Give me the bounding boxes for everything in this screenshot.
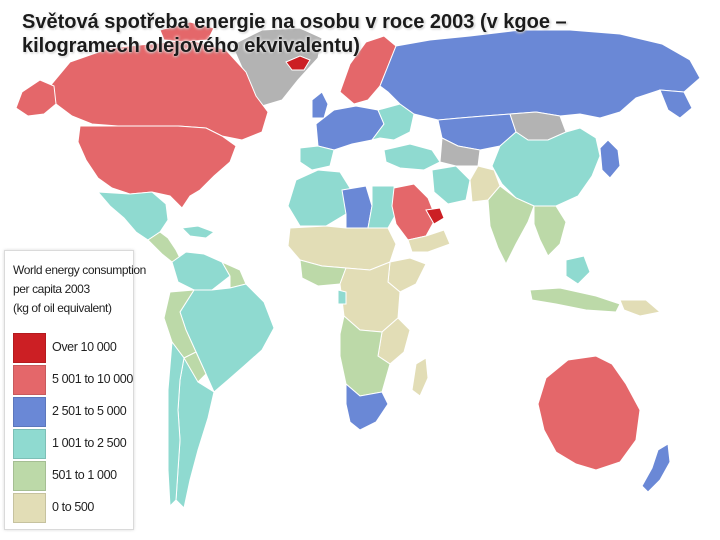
slide-title: Světová spotřeba energie na osobu v roce… — [22, 10, 702, 58]
region-northwest-africa — [287, 169, 351, 227]
legend-label: 2 501 to 5 000 — [52, 404, 127, 418]
slide-title-line-2: kilogramech olejového ekvivalentu) — [22, 35, 360, 57]
region-borneo — [565, 255, 591, 285]
region-southeast-asia — [533, 205, 567, 257]
region-central-america — [147, 231, 183, 263]
region-india — [487, 185, 535, 266]
legend-label: 1 001 to 2 500 — [52, 436, 127, 450]
region-iceland — [285, 55, 311, 71]
region-papua-new-guinea — [619, 299, 662, 317]
map-legend: World energy consumption per capita 2003… — [4, 250, 146, 530]
region-yemen-oman — [407, 229, 451, 253]
region-libya — [341, 185, 373, 229]
legend-label: 5 001 to 10 000 — [52, 372, 133, 386]
region-mexico — [96, 191, 169, 241]
region-new-zealand — [641, 443, 671, 493]
region-china — [491, 127, 601, 207]
legend-item-over-10000: Over 10 000 — [13, 333, 133, 363]
region-australia — [537, 355, 641, 471]
legend-label: 501 to 1 000 — [52, 468, 117, 482]
region-western-europe — [315, 105, 385, 151]
region-north-south-america — [171, 251, 231, 291]
legend-swatch — [13, 429, 46, 459]
legend-title: World energy consumption per capita 2003… — [13, 261, 146, 318]
region-caribbean — [180, 225, 216, 239]
region-russia — [379, 29, 701, 121]
legend-swatch — [13, 493, 46, 523]
region-madagascar — [411, 357, 429, 397]
legend-swatch — [13, 461, 46, 491]
legend-item-1001-2500: 1 001 to 2 500 — [13, 429, 133, 459]
legend-title-line-3: (kg of oil equivalent) — [13, 301, 112, 315]
region-chile — [167, 340, 185, 508]
region-alaska — [15, 79, 57, 117]
legend-item-2501-5000: 2 501 to 5 000 — [13, 397, 133, 427]
region-south-africa — [345, 382, 389, 431]
legend-swatch — [13, 397, 46, 427]
legend-swatch — [13, 333, 46, 363]
legend-item-5001-10000: 5 001 to 10 000 — [13, 365, 133, 395]
legend-label: Over 10 000 — [52, 340, 117, 354]
legend-title-line-1: World energy consumption — [13, 263, 146, 277]
region-usa — [77, 125, 237, 209]
region-gabon — [337, 289, 347, 305]
region-iberia — [299, 145, 335, 171]
region-uk — [311, 91, 329, 119]
legend-title-line-2: per capita 2003 — [13, 282, 90, 296]
slide-title-line-1: Světová spotřeba energie na osobu v roce… — [22, 11, 567, 33]
legend-swatch — [13, 365, 46, 395]
region-russia-east — [659, 89, 693, 119]
region-turkey-caucasus — [383, 143, 441, 171]
region-canada — [49, 39, 269, 141]
legend-label: 0 to 500 — [52, 500, 94, 514]
region-indonesia — [529, 287, 621, 313]
legend-item-501-1000: 501 to 1 000 — [13, 461, 133, 491]
legend-item-0-500: 0 to 500 — [13, 493, 133, 523]
region-japan-korea — [599, 139, 621, 179]
region-canada-islands — [159, 21, 215, 43]
region-uae-qatar — [425, 207, 445, 225]
region-iran — [431, 165, 471, 205]
region-argentina — [175, 356, 215, 510]
